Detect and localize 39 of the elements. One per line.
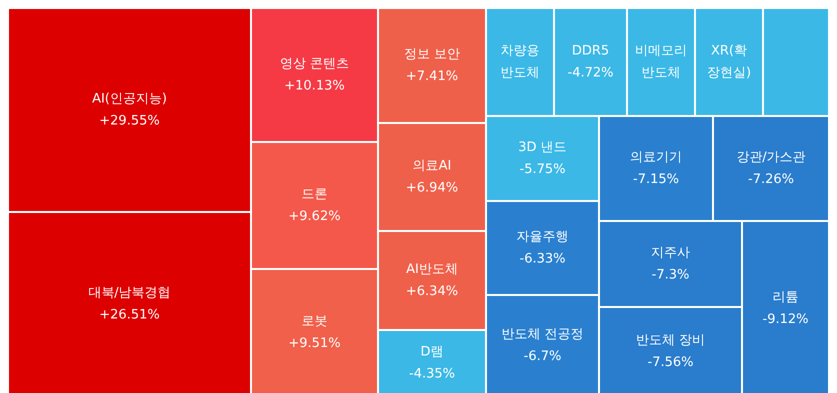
category-label: 영상 콘텐츠	[280, 56, 350, 72]
category-label: 강관/가스관	[736, 150, 806, 166]
data-label: +6.34%	[406, 284, 458, 300]
category-label: 자율주행	[516, 230, 568, 245]
category-label: 반도체 장비	[636, 333, 706, 348]
category-label: D램	[420, 344, 444, 360]
data-label: -5.75%	[520, 162, 566, 178]
data-label: -9.12%	[762, 312, 808, 328]
category-label: 대북/남북경협	[88, 286, 171, 301]
category-label: 지주사	[651, 246, 690, 261]
data-label: +6.94%	[406, 180, 458, 196]
category-label: AI(인공지능)	[92, 92, 167, 107]
category-label: XR(확장현실)	[706, 44, 752, 81]
category-label: 3D 낸드	[518, 140, 567, 156]
data-label: -7.15%	[633, 172, 679, 188]
data-label: +26.51%	[99, 308, 160, 323]
category-label: 드론	[302, 187, 328, 202]
data-label: +10.13%	[284, 78, 345, 94]
category-label: 리튬	[772, 290, 798, 306]
category-label: 로봇	[302, 314, 328, 330]
data-label: +9.51%	[288, 336, 341, 352]
category-label: DDR5	[572, 44, 610, 59]
data-label: -7.3%	[652, 268, 690, 283]
category-label: 의료기기	[630, 150, 682, 166]
category-label: 정보 보안	[404, 47, 460, 62]
data-label: -7.56%	[648, 355, 694, 370]
data-label: -4.35%	[409, 366, 455, 382]
category-label: 반도체 전공정	[501, 327, 584, 342]
data-label: +29.55%	[99, 114, 160, 129]
data-label: +7.41%	[406, 69, 458, 84]
category-label: 차량용 반도체	[500, 44, 540, 81]
category-label: 의료AI	[412, 158, 452, 174]
data-label: -4.72%	[568, 66, 614, 81]
category-label: 비메모리 반도체	[635, 44, 687, 81]
data-label: -7.26%	[748, 172, 794, 188]
category-label: AI반도체	[406, 262, 458, 278]
data-label: +9.62%	[288, 209, 341, 224]
data-label: -6.7%	[524, 349, 562, 364]
data-label: -6.33%	[520, 252, 566, 267]
